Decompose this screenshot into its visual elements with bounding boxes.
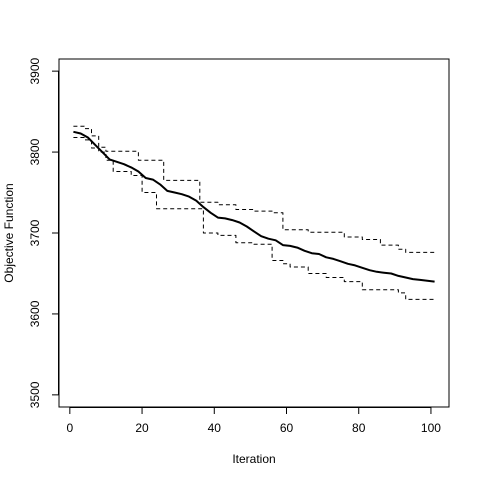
y-tick-label: 3700: [28, 219, 42, 246]
x-tick-label: 100: [421, 421, 441, 435]
plot-box: [58, 58, 450, 408]
y-tick-label: 3600: [28, 300, 42, 327]
x-tick-label: 40: [208, 421, 222, 435]
x-tick-label: 80: [352, 421, 366, 435]
x-tick-label: 0: [66, 421, 73, 435]
plot-marks: [73, 125, 435, 300]
y-tick-label: 3900: [28, 57, 42, 84]
x-tick-label: 20: [135, 421, 149, 435]
y-tick-label: 3800: [28, 138, 42, 165]
series-bound-line-1: [73, 125, 435, 253]
y-axis-title: Objective Function: [2, 183, 16, 282]
series-bound-line-2: [73, 137, 435, 300]
y-tick-label: 3500: [28, 381, 42, 408]
series-mean-line: [73, 130, 435, 283]
x-axis: 0 20 40 60 80 100: [66, 407, 441, 435]
x-tick-label: 60: [280, 421, 294, 435]
x-axis-title: Iteration: [232, 452, 275, 466]
y-axis: 3500 3600 3700 3800 3900: [28, 57, 59, 408]
